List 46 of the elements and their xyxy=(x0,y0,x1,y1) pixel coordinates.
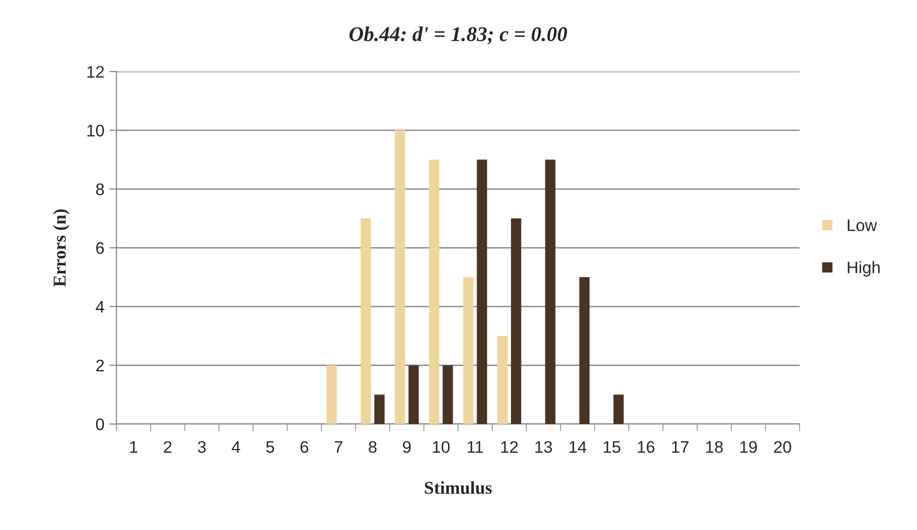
bar xyxy=(497,336,508,424)
x-tick-label: 13 xyxy=(535,441,552,453)
bar xyxy=(545,160,556,424)
x-tick-label: 11 xyxy=(468,441,483,453)
x-tick-label: 8 xyxy=(368,441,377,453)
x-tick-label: 16 xyxy=(638,441,654,453)
y-tick-label: 10 xyxy=(87,124,104,136)
x-tick-label: 10 xyxy=(432,441,450,453)
y-axis-title: Errors (n) xyxy=(53,209,70,287)
x-tick-label: 9 xyxy=(402,441,411,453)
bar xyxy=(579,277,590,424)
x-tick-label: 6 xyxy=(300,441,308,453)
bar xyxy=(429,160,440,424)
x-tick-label: 3 xyxy=(198,441,206,453)
x-tick-label: 18 xyxy=(706,441,723,453)
x-tick-label: 15 xyxy=(604,441,620,453)
x-tick-label: 5 xyxy=(266,441,274,453)
x-tick-label: 14 xyxy=(570,441,586,453)
x-tick-label: 2 xyxy=(164,441,172,453)
y-tick-label: 2 xyxy=(96,360,104,372)
x-tick-label: 17 xyxy=(672,441,689,453)
y-tick-label: 6 xyxy=(96,242,104,254)
bar xyxy=(360,218,371,424)
x-tick-label: 12 xyxy=(501,441,518,453)
bar xyxy=(442,365,453,424)
y-tick-label: 4 xyxy=(96,301,104,313)
x-tick-label: 7 xyxy=(334,441,342,453)
bar xyxy=(394,130,406,424)
legend-label: High xyxy=(848,261,880,277)
bar xyxy=(613,394,624,424)
x-tick-label: 19 xyxy=(740,441,757,453)
x-axis-title: Stimulus xyxy=(424,481,492,494)
y-tick-label: 8 xyxy=(96,183,104,196)
bar xyxy=(326,365,337,424)
x-tick-label: 1 xyxy=(130,441,138,453)
x-tick-label: 4 xyxy=(232,441,240,453)
bar xyxy=(463,277,474,424)
y-tick-label: 12 xyxy=(87,66,104,78)
legend-label: Low xyxy=(848,220,878,232)
bar xyxy=(374,394,385,424)
bar xyxy=(476,160,488,424)
x-tick-label: 20 xyxy=(774,441,792,453)
bar xyxy=(408,365,419,424)
bar xyxy=(510,218,522,424)
chart-title: Ob.44: d' = 1.83; c = 0.00 xyxy=(349,26,568,44)
y-tick-label: 0 xyxy=(96,418,104,430)
